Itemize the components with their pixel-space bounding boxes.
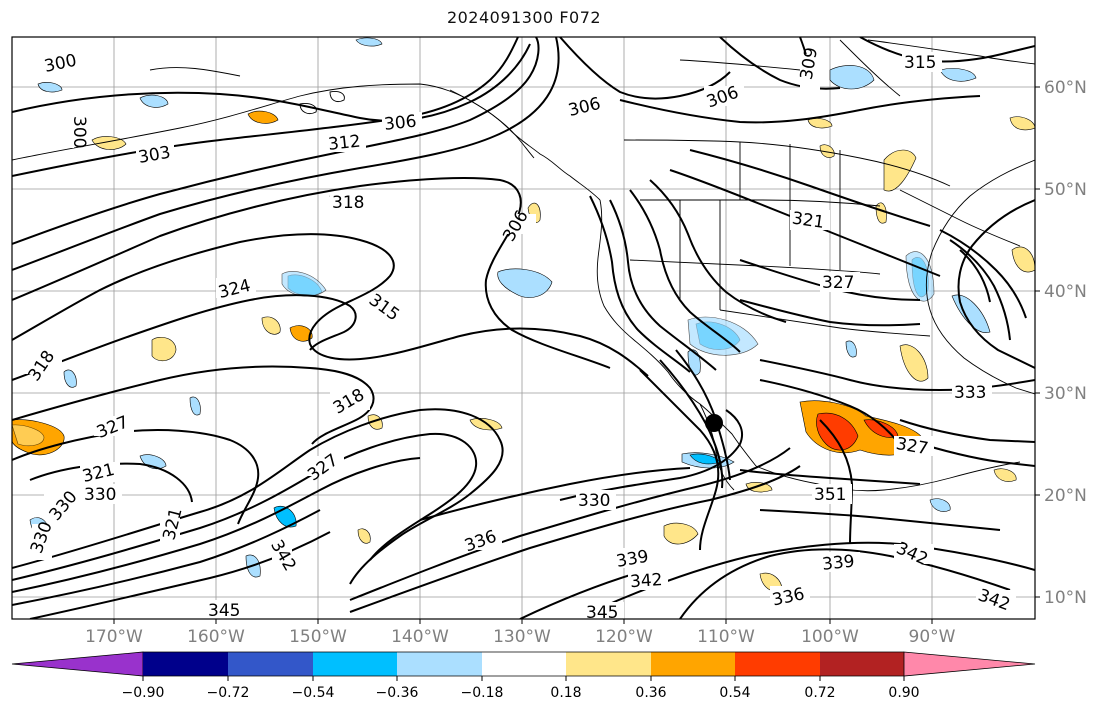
longitude-labels: 170°W 160°W 150°W 140°W 130°W 120°W 110°… <box>85 627 956 647</box>
colorbar-bin <box>143 652 228 676</box>
latitude-labels: 60°N 50°N 40°N 30°N 20°N 10°N <box>1044 78 1087 608</box>
colorbar-tick-label: 0.72 <box>804 685 835 701</box>
colorbar-tick-label: 0.90 <box>888 685 919 701</box>
contour-label: 318 <box>332 193 364 213</box>
lat-label: 20°N <box>1044 486 1087 506</box>
axis-ticks <box>113 86 1040 624</box>
contour-label: 351 <box>814 485 846 505</box>
colorbar-tick-label: −0.54 <box>292 685 335 701</box>
map-frame <box>11 36 1036 620</box>
colorbar-tick-label: −0.36 <box>376 685 419 701</box>
colorbar-bin <box>313 652 397 676</box>
contour-label: 330 <box>578 491 610 511</box>
lon-label: 130°W <box>493 627 551 647</box>
contour-label: 342 <box>629 570 663 592</box>
lon-label: 170°W <box>85 627 143 647</box>
lat-label: 30°N <box>1044 384 1087 404</box>
lat-label: 10°N <box>1044 588 1087 608</box>
contour-label: 333 <box>954 383 986 403</box>
location-marker <box>705 414 723 432</box>
contour-label: 339 <box>821 552 855 575</box>
contour-label: 306 <box>383 112 417 135</box>
lon-label: 120°W <box>595 627 653 647</box>
colorbar-bin <box>482 652 566 676</box>
colorbar-tick-label: −0.90 <box>122 685 165 701</box>
colorbar-bin <box>397 652 482 676</box>
colorbar-tick-label: 0.18 <box>550 685 581 701</box>
contour-label: 345 <box>208 601 240 621</box>
colorbar: −0.90 −0.72 −0.54 −0.36 −0.18 0.18 0.36 … <box>11 651 1036 701</box>
lon-label: 160°W <box>187 627 245 647</box>
lat-label: 50°N <box>1044 180 1087 200</box>
lon-label: 100°W <box>801 627 859 647</box>
lat-label: 60°N <box>1044 78 1087 98</box>
colorbar-bin <box>820 652 904 676</box>
contour-label: 330 <box>84 485 116 505</box>
coastlines-and-borders <box>12 39 1035 492</box>
contour-label: 345 <box>586 603 618 623</box>
lon-label: 90°W <box>909 627 956 647</box>
colorbar-tick-label: 0.54 <box>719 685 750 701</box>
colorbar-extend-low <box>11 651 144 677</box>
contour-value-labels: 300 300 303 306 306 306 306 309 312 315 <box>22 46 1016 623</box>
colorbar-extend-high <box>903 651 1036 677</box>
shaded-anomaly-areas <box>12 37 1035 592</box>
lat-label: 40°N <box>1044 282 1087 302</box>
colorbar-bin <box>735 652 820 676</box>
colorbar-bin <box>566 652 651 676</box>
contour-label: 315 <box>904 53 936 73</box>
colorbar-tick-label: 0.36 <box>635 685 666 701</box>
colorbar-tick-label: −0.72 <box>207 685 250 701</box>
colorbar-bin <box>228 652 313 676</box>
map-title: 2024091300 F072 <box>446 8 602 27</box>
contour-label: 312 <box>327 132 361 155</box>
lon-label: 140°W <box>391 627 449 647</box>
lon-label: 150°W <box>289 627 347 647</box>
contour-label: 300 <box>69 116 89 148</box>
contour-label: 321 <box>791 209 826 233</box>
colorbar-bin <box>651 652 735 676</box>
contour-label: 327 <box>822 273 854 293</box>
colorbar-tick-label: −0.18 <box>461 685 504 701</box>
lon-label: 110°W <box>697 627 755 647</box>
